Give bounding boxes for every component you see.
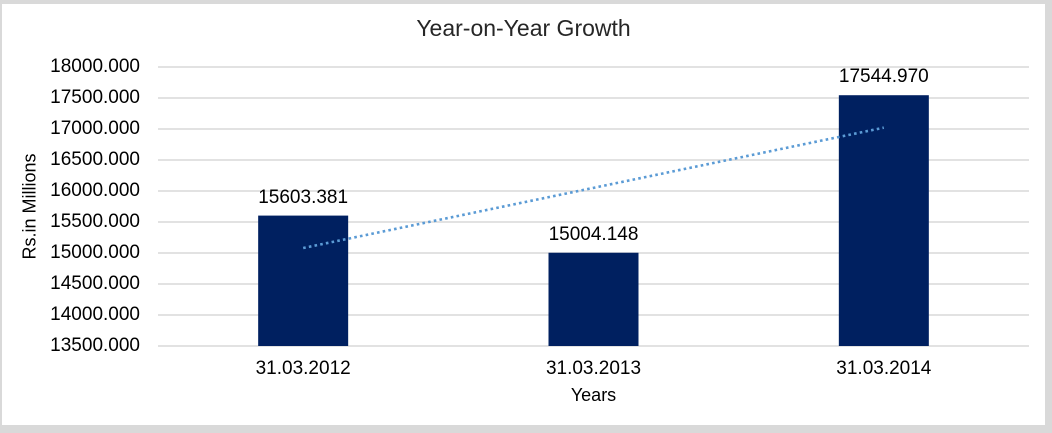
y-tick-label: 18000.000 [50, 56, 140, 77]
y-tick-label: 15000.000 [50, 242, 140, 263]
y-axis-tick-labels: 18000.000 17500.000 17000.000 16500.000 1600… [2, 4, 142, 425]
y-tick-label: 16500.000 [50, 149, 140, 170]
bar-data-label: 17544.970 [838, 66, 929, 88]
y-tick-label: 15500.000 [50, 211, 140, 232]
y-tick-label: 13500.000 [50, 335, 140, 356]
bar [838, 95, 929, 347]
x-tick-label: 31.03.2013 [545, 358, 642, 379]
bar-data-label: 15004.148 [548, 223, 639, 245]
bar [548, 252, 639, 346]
y-tick-label: 16000.000 [50, 180, 140, 201]
bar-data-label: 15603.381 [258, 186, 349, 208]
y-tick-label: 17500.000 [50, 87, 140, 108]
bar [258, 215, 349, 346]
x-tick-label: 31.03.2014 [836, 358, 932, 379]
y-tick-label: 17000.000 [50, 118, 140, 139]
chart-title: Year-on-Year Growth [416, 15, 631, 41]
trendline [302, 126, 885, 250]
y-tick-label: 14500.000 [50, 273, 140, 294]
x-axis-title: Years [570, 385, 617, 405]
y-tick-label: 14000.000 [50, 304, 140, 325]
x-tick-label: 31.03.2012 [255, 358, 351, 379]
plot-area [158, 66, 1029, 347]
